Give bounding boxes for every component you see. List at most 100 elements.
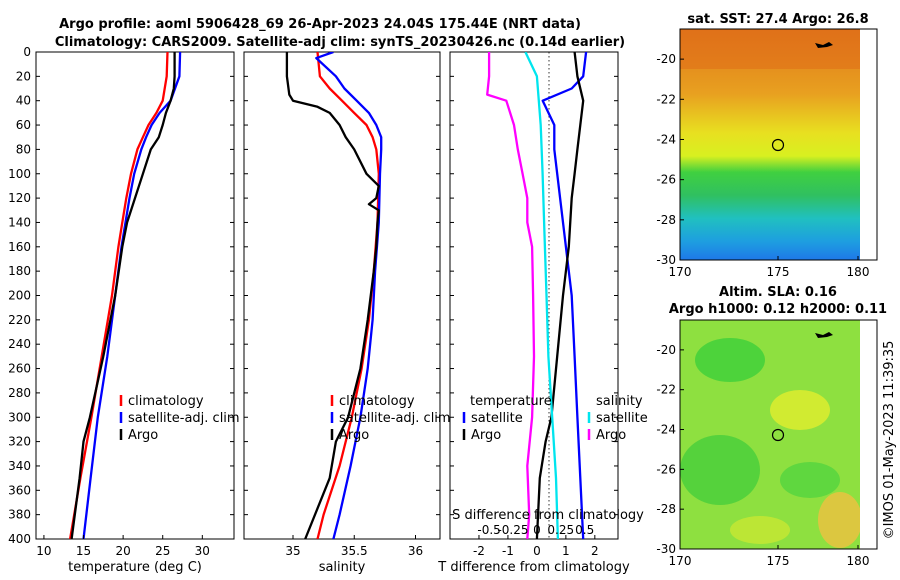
s-tick-label: -0.5	[477, 523, 500, 537]
salinity-panel-frame	[243, 51, 441, 540]
depth-tick-label: 0	[23, 45, 31, 59]
legend-label-climatology: climatology	[339, 394, 415, 409]
sla-patch	[695, 338, 765, 382]
imos-timestamp: ©IMOS 01-May-2023 11:39:35	[882, 341, 897, 540]
difference-tick-labels: -2 -1 0 1 2	[473, 535, 599, 558]
map-y-tick-label: -28	[656, 502, 676, 516]
map-y-tick-label: -28	[656, 213, 676, 227]
figure-title-line2: Climatology: CARS2009. Satellite-adj cli…	[55, 35, 625, 50]
sla-patch	[680, 435, 760, 505]
map-y-tick-label: -30	[656, 253, 676, 267]
sla-patch	[780, 462, 840, 498]
legend-label-satellite: satellite-adj. clim	[339, 411, 451, 426]
sla-patch	[730, 516, 790, 544]
x-tick-label: 2	[591, 544, 599, 558]
difference-legend: temperature satellite Argo salinity sate…	[462, 394, 648, 443]
x-tick-label: 15	[76, 544, 91, 558]
depth-tick-label: 140	[8, 215, 31, 229]
map-y-tick-label: -22	[656, 92, 676, 106]
map-x-tick-label: 170	[669, 554, 692, 568]
salinity-legend: climatology satellite-adj. clim Argo	[330, 394, 451, 443]
sla-land-area	[860, 320, 877, 549]
s-tick-label: 0	[533, 523, 541, 537]
x-tick-label: 36	[408, 544, 423, 558]
depth-tick-label: 280	[8, 386, 31, 400]
map-y-tick-label: -26	[656, 462, 676, 476]
depth-tick-label: 400	[8, 532, 31, 546]
depth-tick-label: 320	[8, 435, 31, 449]
depth-tick-label: 340	[8, 459, 31, 473]
sst-coastline	[815, 42, 833, 48]
temperature-legend: climatology satellite-adj. clim Argo	[119, 394, 240, 443]
series-line-satellite-adj-clim	[315, 52, 383, 539]
map-y-tick-label: -26	[656, 173, 676, 187]
sla-tick-labels: 170 175 180 -20 -22 -24 -26 -28 -30	[656, 343, 869, 568]
map-x-tick-label: 180	[847, 265, 870, 279]
depth-tick-labels: 0 20 40 60 80 100 120 140 160 180 200 220 240 260 280 3…	[8, 45, 618, 546]
series-line-salinity-argo	[486, 52, 536, 539]
legend-title-temperature: temperature	[470, 394, 552, 409]
depth-tick-label: 200	[8, 289, 31, 303]
map-y-tick-label: -30	[656, 542, 676, 556]
sst-tick-labels: 170 175 180 -20 -22 -24 -26 -28 -30	[656, 52, 869, 279]
map-y-tick-label: -20	[656, 343, 676, 357]
map-y-tick-label: -20	[656, 52, 676, 66]
temperature-panel-frame	[35, 51, 235, 540]
sst-land-area	[860, 29, 877, 260]
s-difference-tick-labels: -0.5-0.25 0 0.25 0.5	[477, 523, 594, 537]
x-tick-label: 30	[195, 544, 210, 558]
figure-title-line1: Argo profile: aoml 5906428_69 26-Apr-202…	[59, 17, 581, 32]
sst-map	[679, 28, 878, 261]
s-tick-label: 0.5	[575, 523, 594, 537]
depth-tick-label: 220	[8, 313, 31, 327]
temperature-tick-labels: 10 15 20 25 30	[36, 535, 210, 558]
depth-tick-label: 60	[16, 118, 31, 132]
map-x-tick-label: 170	[669, 265, 692, 279]
depth-tick-label: 40	[16, 94, 31, 108]
salinity-xlabel: salinity	[319, 560, 366, 575]
depth-tick-label: 100	[8, 167, 31, 181]
series-line-argo	[70, 52, 176, 539]
depth-tick-label: 380	[8, 508, 31, 522]
series-line-temperature-satellite	[541, 52, 588, 539]
x-tick-label: 10	[36, 544, 51, 558]
series-line-satellite-adj-clim	[82, 52, 182, 539]
legend-label-s-argo: Argo	[596, 428, 626, 443]
depth-tick-label: 120	[8, 191, 31, 205]
series-line-salinity-satellite	[524, 52, 560, 539]
map-x-tick-label: 175	[767, 554, 790, 568]
legend-label-satellite: satellite-adj. clim	[128, 411, 240, 426]
temperature-xlabel: temperature (deg C)	[68, 560, 202, 575]
salinity-lines	[285, 52, 383, 539]
temperature-lines	[68, 52, 182, 539]
difference-lines	[486, 52, 588, 539]
difference-xlabel-top: S difference from climatology	[452, 508, 644, 523]
difference-xlabel: T difference from climatology	[437, 560, 630, 575]
map-y-tick-label: -24	[656, 423, 676, 437]
x-tick-label: -2	[473, 544, 485, 558]
sst-warm-band	[680, 29, 860, 69]
map-x-tick-label: 180	[847, 554, 870, 568]
series-line-argo	[285, 52, 380, 539]
sla-map	[679, 319, 878, 550]
sla-coastline	[815, 332, 833, 338]
s-tick-label: -0.25	[497, 523, 528, 537]
series-line-temperature-argo	[535, 52, 585, 539]
depth-tick-label: 300	[8, 410, 31, 424]
map-x-tick-label: 175	[767, 265, 790, 279]
sla-map-title-line2: Argo h1000: 0.12 h2000: 0.11	[669, 302, 887, 317]
legend-label-argo: Argo	[128, 428, 158, 443]
x-tick-label: 20	[115, 544, 130, 558]
legend-label-argo: Argo	[339, 428, 369, 443]
sla-patch	[818, 492, 862, 548]
legend-title-salinity: salinity	[596, 394, 643, 409]
x-tick-label: -1	[502, 544, 514, 558]
x-tick-label: 1	[562, 544, 570, 558]
legend-label-t-satellite: satellite	[471, 411, 523, 426]
legend-label-s-satellite: satellite	[596, 411, 648, 426]
legend-label-t-argo: Argo	[471, 428, 501, 443]
sla-profile-marker	[771, 428, 785, 442]
map-y-tick-label: -24	[656, 132, 676, 146]
salinity-tick-labels: 35 35.5 36	[285, 535, 423, 558]
